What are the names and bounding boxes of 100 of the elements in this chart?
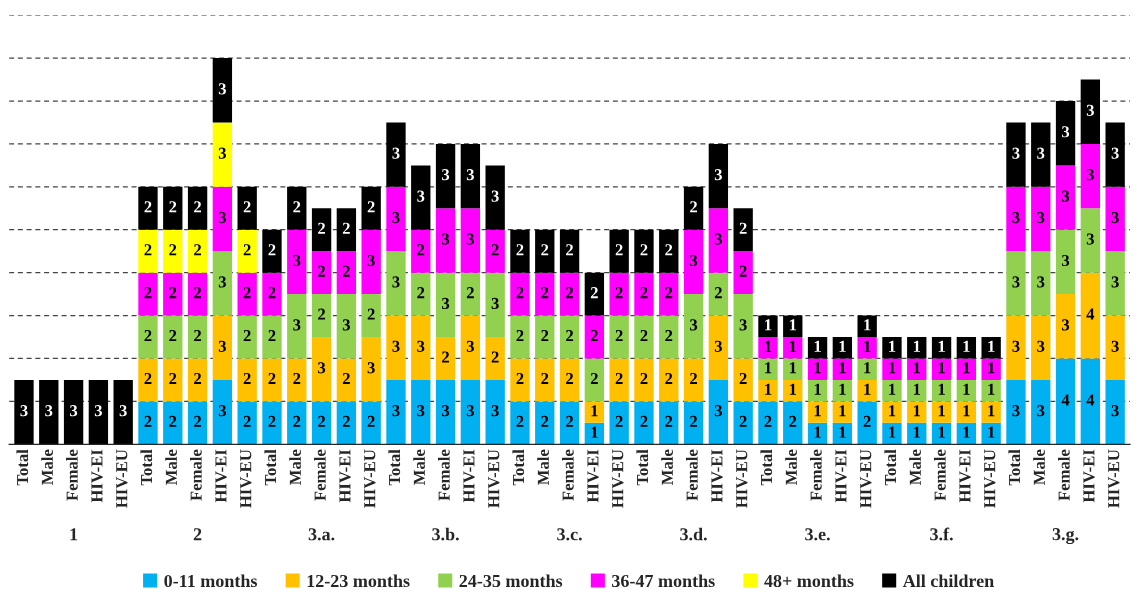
data-label: 2	[268, 372, 276, 384]
legend-label: 48+ months	[764, 574, 854, 588]
data-label: 2	[342, 265, 350, 277]
bar	[559, 358, 580, 402]
data-label: 2	[516, 244, 524, 256]
data-label: 1	[963, 340, 970, 352]
data-label: 2	[268, 287, 276, 299]
text: 3.f.	[930, 527, 953, 541]
bar	[237, 229, 257, 273]
data-label: 1	[963, 405, 970, 417]
data-label: 1	[889, 340, 896, 352]
bar	[1031, 186, 1051, 252]
bar	[138, 229, 158, 273]
data-label: 2	[590, 287, 598, 299]
bar	[435, 208, 456, 273]
data-label: 2	[243, 244, 251, 256]
bar	[931, 358, 952, 380]
bar	[882, 337, 902, 359]
bar	[435, 379, 456, 445]
bar	[237, 358, 257, 402]
bar	[758, 379, 778, 402]
data-label: 1	[938, 383, 945, 395]
data-label: 3	[392, 405, 400, 417]
bar	[535, 401, 555, 445]
data-label: 1	[864, 340, 871, 352]
x-tick-label: Total	[1008, 449, 1021, 486]
bar	[783, 315, 803, 338]
data-label: 1	[889, 383, 896, 395]
bar	[212, 58, 233, 123]
bar	[733, 208, 753, 252]
data-label: 1	[839, 362, 846, 374]
data-label: 2	[541, 244, 549, 256]
bar	[708, 315, 729, 380]
data-label: 3	[1037, 211, 1045, 224]
bar	[683, 401, 704, 445]
data-label: 2	[442, 351, 450, 363]
bar	[584, 358, 605, 402]
bar	[634, 272, 654, 316]
bar	[708, 379, 729, 445]
data-label: 2	[863, 415, 871, 427]
bar	[336, 251, 357, 295]
data-label: 1	[789, 319, 797, 331]
bar	[14, 379, 34, 445]
bar	[1055, 294, 1076, 359]
data-label: 3	[45, 405, 53, 417]
x-tick-label: HIV-EU	[488, 449, 500, 508]
data-label: 1	[789, 383, 797, 395]
legend-label: 24-35 months	[459, 574, 563, 588]
bar	[411, 165, 431, 230]
bar	[361, 401, 381, 445]
data-label: 2	[640, 244, 648, 256]
bar	[1080, 79, 1101, 144]
bar	[287, 294, 307, 359]
bar	[1080, 143, 1101, 209]
data-label: 2	[243, 372, 251, 384]
bar	[262, 401, 282, 445]
data-label: 1	[913, 340, 921, 352]
bar	[981, 401, 1001, 423]
data-label: 2	[690, 201, 698, 213]
data-label: 3	[442, 233, 450, 245]
data-label: 2	[615, 330, 623, 342]
bar	[659, 358, 679, 402]
data-label: 3	[491, 190, 499, 202]
data-label: 2	[640, 287, 648, 299]
bar	[807, 358, 828, 380]
bar	[683, 186, 704, 230]
bar	[708, 143, 729, 209]
x-tick-label: HIV-EI	[1083, 449, 1095, 503]
data-label: 3	[218, 340, 226, 352]
data-label: 3	[1111, 276, 1119, 288]
data-label: 2	[615, 415, 623, 427]
bar	[535, 272, 555, 316]
data-label: 2	[169, 415, 177, 427]
data-label: 2	[541, 287, 549, 299]
data-label: 2	[194, 415, 202, 427]
data-label: 2	[764, 415, 772, 427]
data-label: 2	[566, 330, 574, 342]
data-label: 2	[144, 244, 152, 256]
x-tick-label: HIV-EU	[984, 449, 996, 508]
data-label: 3	[739, 319, 747, 331]
data-label: 1	[963, 362, 970, 374]
bar	[262, 358, 282, 402]
data-label: 2	[342, 222, 350, 234]
data-label: 2	[144, 415, 152, 427]
bar	[1031, 122, 1051, 187]
data-label: 3	[218, 211, 226, 224]
bar	[1055, 358, 1076, 445]
data-label: 1	[814, 362, 821, 374]
x-tick-label: Total	[636, 449, 649, 486]
data-label: 3	[1111, 211, 1119, 224]
bar	[435, 143, 456, 209]
bar	[907, 358, 927, 380]
data-label: 2	[615, 372, 623, 384]
data-label: 1	[988, 426, 995, 438]
data-label: 1	[591, 405, 598, 417]
bar	[386, 379, 406, 445]
data-label: 1	[814, 383, 821, 395]
data-label: 3	[367, 362, 375, 374]
bar	[311, 251, 332, 295]
data-label: 3	[94, 405, 102, 417]
